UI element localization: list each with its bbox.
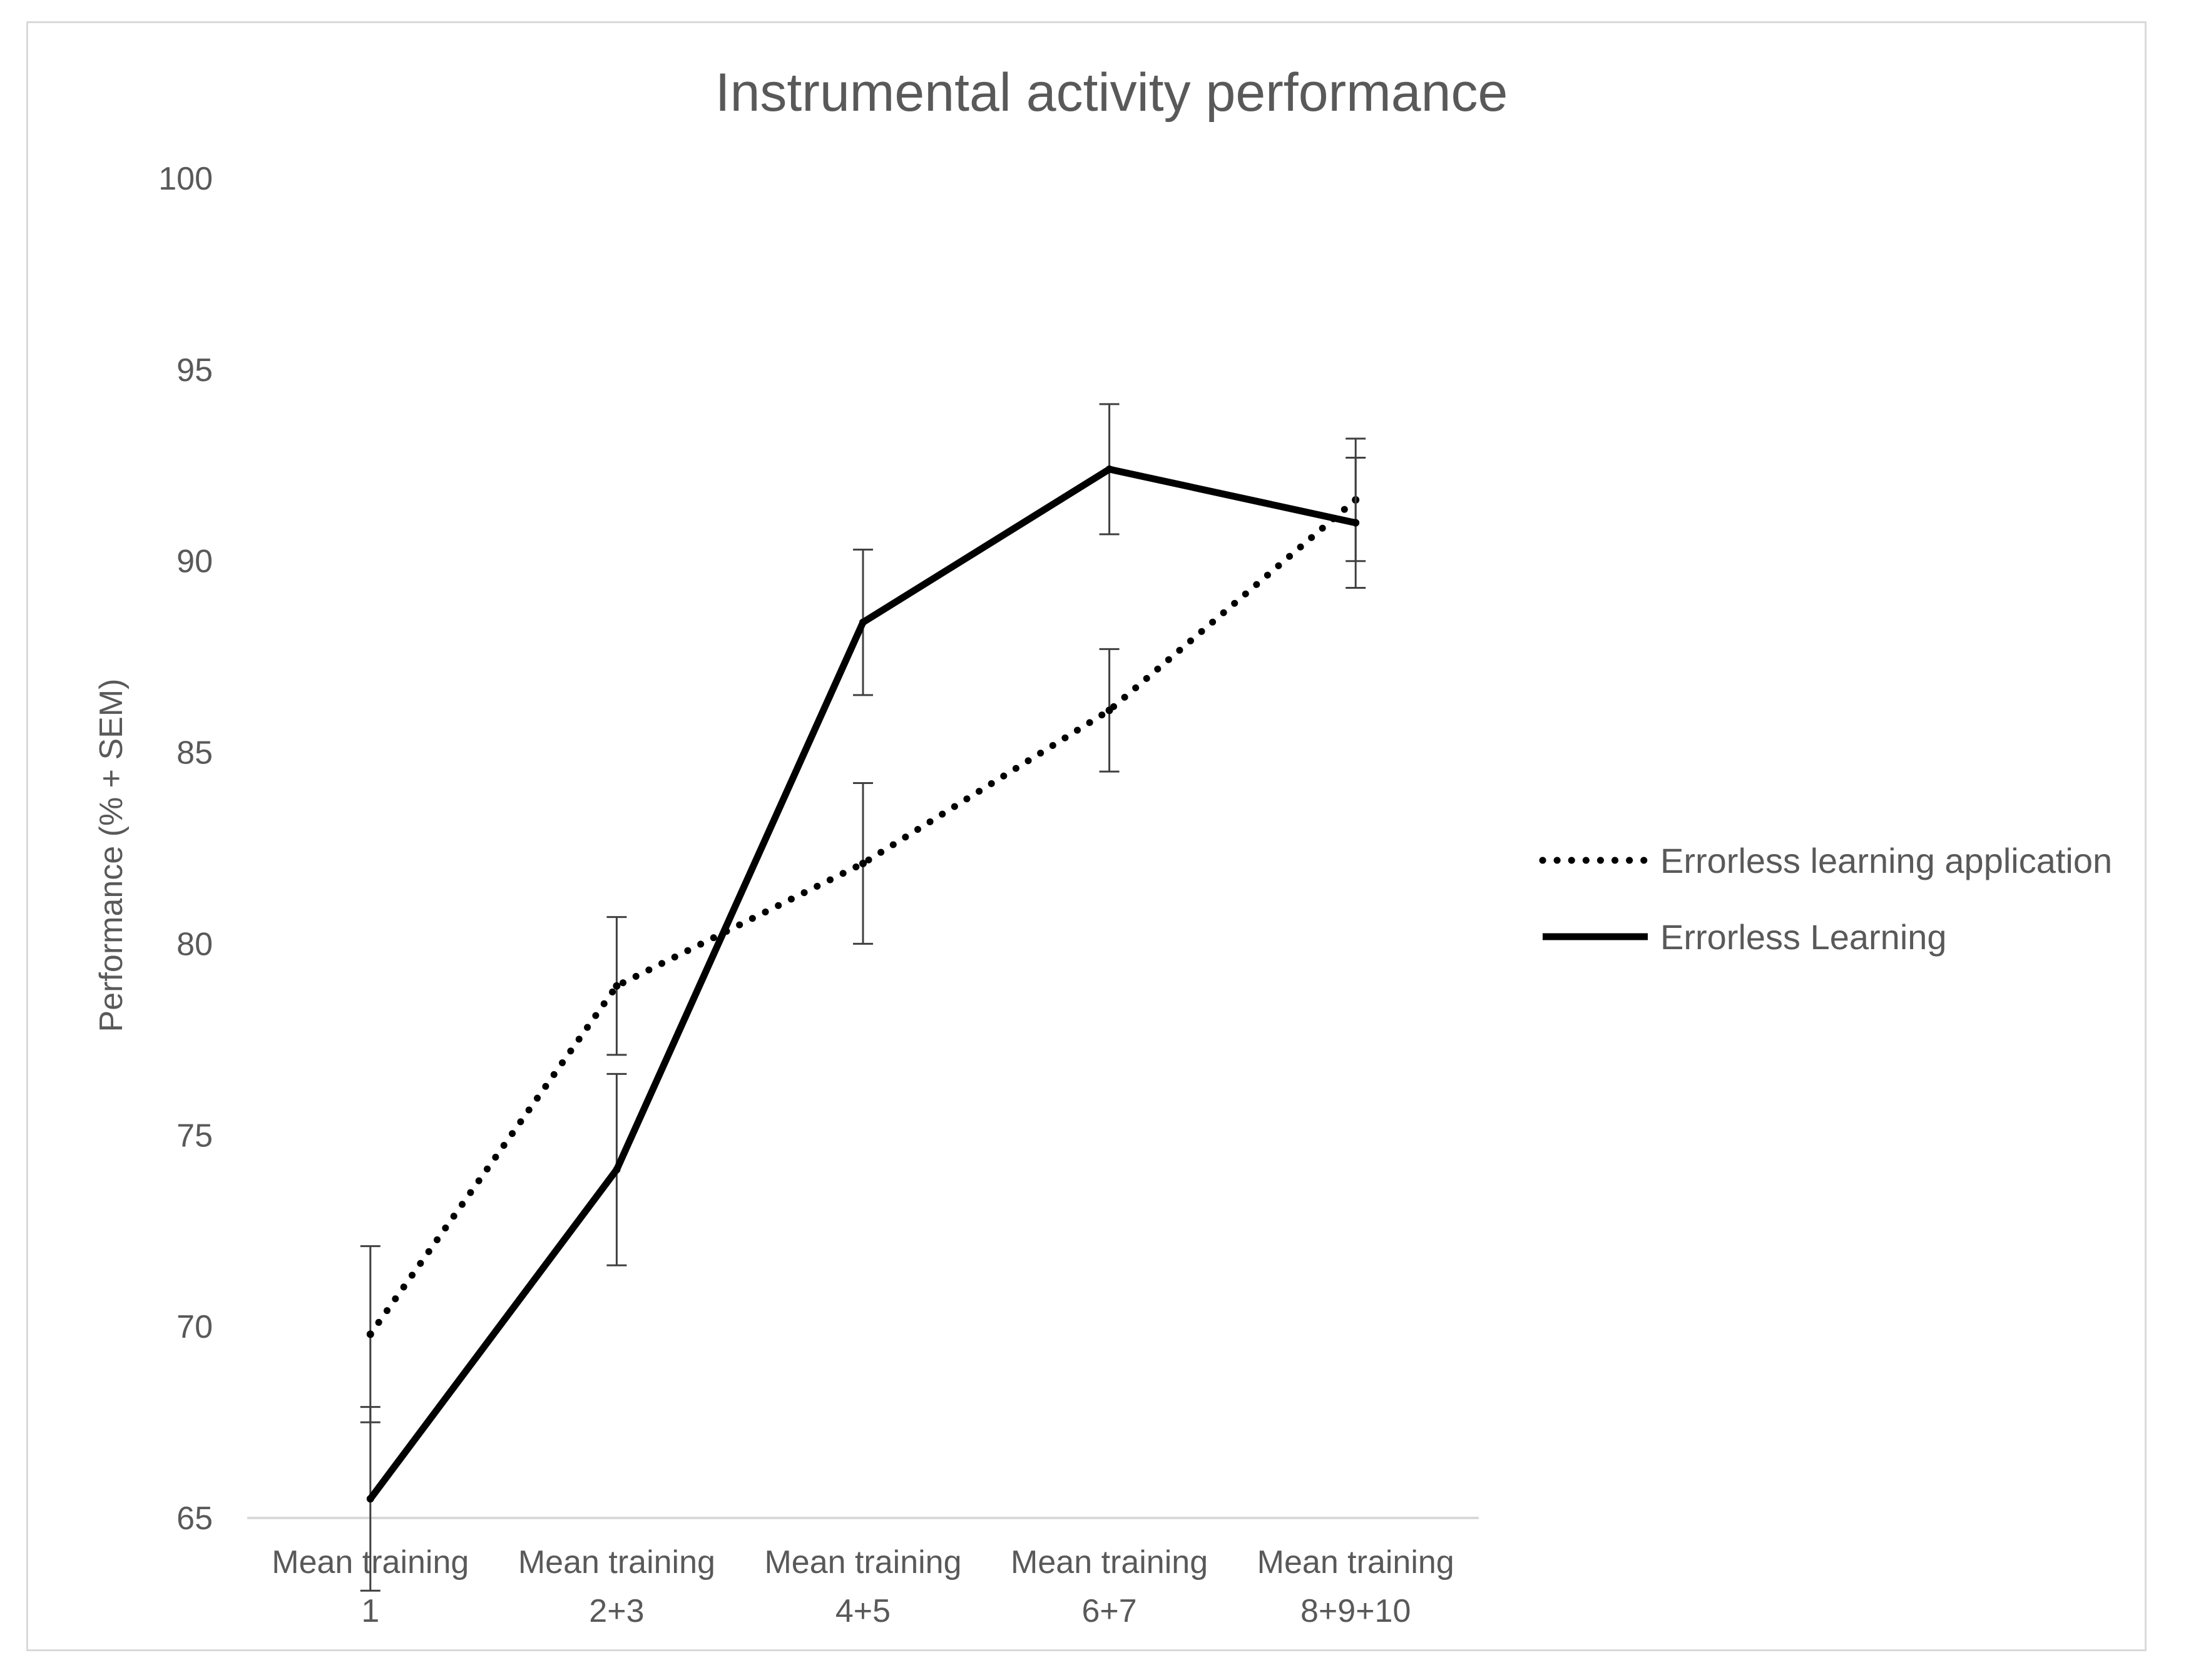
data-point	[366, 1495, 374, 1503]
x-tick-label: Mean training	[1257, 1544, 1454, 1581]
data-point	[1105, 465, 1113, 473]
x-tick-label: 6+7	[1081, 1593, 1136, 1629]
series-1	[360, 403, 1366, 1592]
chart-frame: Instrumental activity performance Perfor…	[26, 21, 2147, 1651]
x-tick-label: 1	[361, 1593, 379, 1629]
y-tick-label: 65	[176, 1500, 213, 1537]
data-point	[613, 1166, 621, 1174]
x-tick-label: 8+9+10	[1300, 1593, 1411, 1629]
x-tick-label: Mean training	[1011, 1544, 1208, 1581]
legend: Errorless learning application Errorless …	[1539, 841, 2112, 957]
y-tick-label: 80	[176, 926, 213, 962]
series-line	[367, 496, 1359, 1338]
chart-title: Instrumental activity performance	[715, 63, 1508, 123]
y-tick-label: 70	[176, 1309, 213, 1345]
y-tick-label: 100	[158, 161, 213, 197]
x-axis-ticks: Mean training 1 Mean training 2+3 Mean train…	[272, 1544, 1454, 1629]
y-axis-ticks: 65 70 75 80 85 90 95 100	[158, 161, 213, 1537]
y-tick-label: 75	[176, 1117, 213, 1154]
legend-label: Errorless Learning	[1660, 917, 1947, 957]
x-tick-label: Mean training	[764, 1544, 961, 1581]
chart-svg: Instrumental activity performance Perfor…	[93, 63, 2112, 1629]
y-tick-label: 85	[176, 735, 213, 771]
series-layer	[360, 403, 1366, 1592]
y-axis-title: Performance (% + SEM)	[93, 679, 130, 1032]
legend-item: Errorless learning application	[1539, 841, 2112, 880]
data-point	[859, 618, 867, 626]
y-tick-label: 95	[176, 352, 213, 389]
data-point	[613, 982, 621, 990]
series-0	[360, 437, 1366, 1423]
legend-label: Errorless learning application	[1660, 841, 2112, 880]
y-tick-label: 90	[176, 544, 213, 580]
x-tick-label: Mean training	[518, 1544, 715, 1581]
x-tick-label: 2+3	[589, 1593, 644, 1629]
legend-item: Errorless Learning	[1543, 917, 1947, 957]
data-point	[1105, 706, 1113, 715]
data-point	[366, 1330, 374, 1338]
x-tick-label: 4+5	[835, 1593, 891, 1629]
data-point	[1352, 519, 1360, 527]
data-point	[859, 859, 867, 867]
